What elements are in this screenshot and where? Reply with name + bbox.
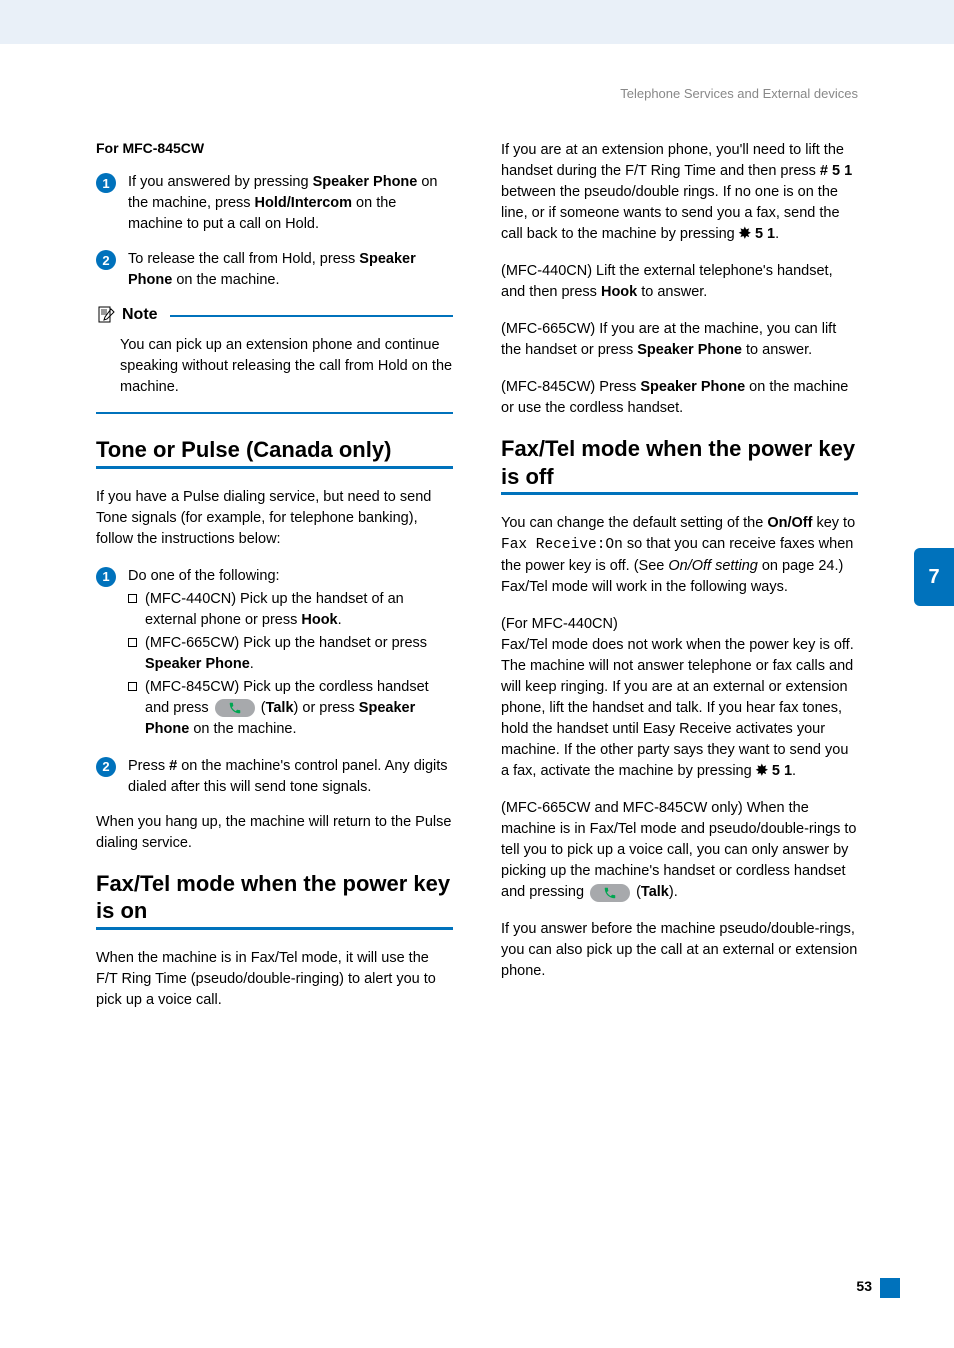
para-pulse-intro: If you have a Pulse dialing service, but… [96,487,453,550]
step-number-icon: 1 [96,567,116,587]
step-2b: 2 Press # on the machine's control panel… [96,756,453,798]
content-columns: For MFC-845CW 1 If you answered by press… [96,140,858,1027]
list-item: (MFC-440CN) Pick up the handset of an ex… [128,589,453,631]
page-number: 53 [856,1278,872,1294]
subhead-mfc845: For MFC-845CW [96,140,453,156]
heading-tone-pulse: Tone or Pulse (Canada only) [96,436,453,464]
step-number-icon: 2 [96,757,116,777]
running-header: Telephone Services and External devices [620,86,858,101]
para-845cw: (MFC-845CW) Press Speaker Phone on the m… [501,377,858,419]
chapter-side-tab: 7 [914,548,954,606]
para-answer-before: If you answer before the machine pseudo/… [501,919,858,982]
step-2: 2 To release the call from Hold, press S… [96,249,453,291]
para-440cn: (MFC-440CN) Lift the external telephone'… [501,261,858,303]
note-rule-top [170,315,453,317]
top-band [0,0,954,44]
note-body: You can pick up an extension phone and c… [96,331,453,412]
heading-faxtel-off: Fax/Tel mode when the power key is off [501,435,858,490]
heading-faxtel-on: Fax/Tel mode when the power key is on [96,870,453,925]
note-icon [96,305,116,325]
para-665cw: (MFC-665CW) If you are at the machine, y… [501,319,858,361]
step-1b-text: Do one of the following: (MFC-440CN) Pic… [128,566,453,742]
para-onoff: You can change the default setting of th… [501,513,858,598]
para-ext-phone: If you are at an extension phone, you'll… [501,140,858,245]
para-hangup: When you hang up, the machine will retur… [96,812,453,854]
heading-rule [501,492,858,495]
note-label: Note [122,306,158,324]
heading-rule [96,466,453,469]
para-665-845: (MFC-665CW and MFC-845CW only) When the … [501,798,858,903]
note-rule-bottom [96,412,453,414]
page-corner-marker [880,1278,900,1298]
step-2-text: To release the call from Hold, press Spe… [128,249,453,291]
step-1: 1 If you answered by pressing Speaker Ph… [96,172,453,235]
note-block: Note You can pick up an extension phone … [96,305,453,414]
para-for440-head: (For MFC-440CN) [501,614,858,635]
step-number-icon: 2 [96,250,116,270]
left-column: For MFC-845CW 1 If you answered by press… [96,140,453,1027]
step-number-icon: 1 [96,173,116,193]
right-column: If you are at an extension phone, you'll… [501,140,858,1027]
heading-rule [96,927,453,930]
step-1-text: If you answered by pressing Speaker Phon… [128,172,453,235]
para-for440-body: Fax/Tel mode does not work when the powe… [501,635,858,782]
list-item: (MFC-665CW) Pick up the handset or press… [128,633,453,675]
step-2b-text: Press # on the machine's control panel. … [128,756,453,798]
step-1b: 1 Do one of the following: (MFC-440CN) P… [96,566,453,742]
list-item: (MFC-845CW) Pick up the cordless handset… [128,677,453,740]
talk-button-icon [590,884,630,902]
para-faxtel-on: When the machine is in Fax/Tel mode, it … [96,948,453,1011]
talk-button-icon [215,699,255,717]
